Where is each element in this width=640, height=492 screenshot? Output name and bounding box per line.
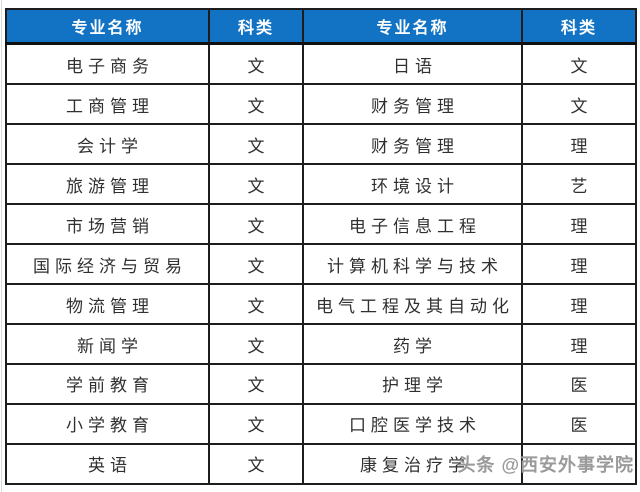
- header-category-right: 科类: [521, 8, 637, 45]
- table-row: 新闻学文药学理: [5, 323, 637, 365]
- majors-table: 专业名称 科类 专业名称 科类 电子商务文日语文工商管理文财务管理文会计学文财务…: [5, 8, 637, 486]
- major-cell: 国际经济与贸易: [5, 243, 210, 286]
- major-cell: 市场营销: [5, 203, 210, 246]
- table-body: 电子商务文日语文工商管理文财务管理文会计学文财务管理理旅游管理文环境设计艺市场营…: [5, 42, 637, 486]
- category-cell: 文: [521, 83, 637, 126]
- table-row: 市场营销文电子信息工程理: [5, 203, 637, 246]
- major-cell: 新闻学: [5, 323, 210, 365]
- table-row: 学前教育文护理学医: [5, 362, 637, 405]
- header-major-left: 专业名称: [5, 8, 210, 45]
- major-cell: 物流管理: [5, 283, 210, 326]
- table-row: 国际经济与贸易文计算机科学与技术理: [5, 243, 637, 286]
- major-cell: 电子信息工程: [302, 203, 523, 246]
- category-cell: 文: [208, 283, 304, 326]
- major-cell: 英语: [5, 442, 210, 486]
- category-cell: 艺: [521, 163, 637, 206]
- major-cell: 工商管理: [5, 83, 210, 126]
- table-row: 工商管理文财务管理文: [5, 83, 637, 126]
- major-cell: 电气工程及其自动化: [302, 283, 523, 326]
- table-header: 专业名称 科类 专业名称 科类: [5, 8, 637, 45]
- category-cell: 理: [521, 283, 637, 326]
- major-cell: 计算机科学与技术: [302, 243, 523, 286]
- major-cell: 小学教育: [5, 402, 210, 445]
- category-cell: 文: [521, 42, 637, 86]
- category-cell: 文: [208, 42, 304, 86]
- category-cell: 文: [208, 442, 304, 486]
- header-category-left: 科类: [208, 8, 304, 45]
- major-cell: 康复治疗学: [302, 442, 523, 486]
- category-cell: 文: [208, 323, 304, 365]
- table-row: 物流管理文电气工程及其自动化理: [5, 283, 637, 326]
- table-row: 电子商务文日语文: [5, 42, 637, 86]
- major-cell: 学前教育: [5, 362, 210, 405]
- table-row: 英语文康复治疗学: [5, 442, 637, 486]
- major-cell: 口腔医学技术: [302, 402, 523, 445]
- table-row: 旅游管理文环境设计艺: [5, 163, 637, 206]
- category-cell: 文: [208, 402, 304, 445]
- category-cell: 文: [208, 362, 304, 405]
- category-cell: 文: [208, 203, 304, 246]
- table-row: 会计学文财务管理理: [5, 123, 637, 166]
- category-cell: 文: [208, 123, 304, 166]
- header-major-right: 专业名称: [302, 8, 523, 45]
- major-cell: 会计学: [5, 123, 210, 166]
- left-gridline: [1, 0, 2, 492]
- major-cell: 日语: [302, 42, 523, 86]
- major-cell: 财务管理: [302, 83, 523, 126]
- header-row: 专业名称 科类 专业名称 科类: [5, 8, 637, 45]
- category-cell: 文: [208, 163, 304, 206]
- major-cell: 财务管理: [302, 123, 523, 166]
- category-cell: 理: [521, 243, 637, 286]
- table-row: 小学教育文口腔医学技术医: [5, 402, 637, 445]
- major-cell: 环境设计: [302, 163, 523, 206]
- category-cell: 文: [208, 243, 304, 286]
- category-cell: 医: [521, 402, 637, 445]
- major-cell: 电子商务: [5, 42, 210, 86]
- category-cell: 文: [208, 83, 304, 126]
- major-cell: 药学: [302, 323, 523, 365]
- category-cell: 理: [521, 123, 637, 166]
- category-cell: 理: [521, 203, 637, 246]
- major-cell: 旅游管理: [5, 163, 210, 206]
- major-cell: 护理学: [302, 362, 523, 405]
- category-cell: 医: [521, 362, 637, 405]
- category-cell: [521, 442, 637, 486]
- category-cell: 理: [521, 323, 637, 365]
